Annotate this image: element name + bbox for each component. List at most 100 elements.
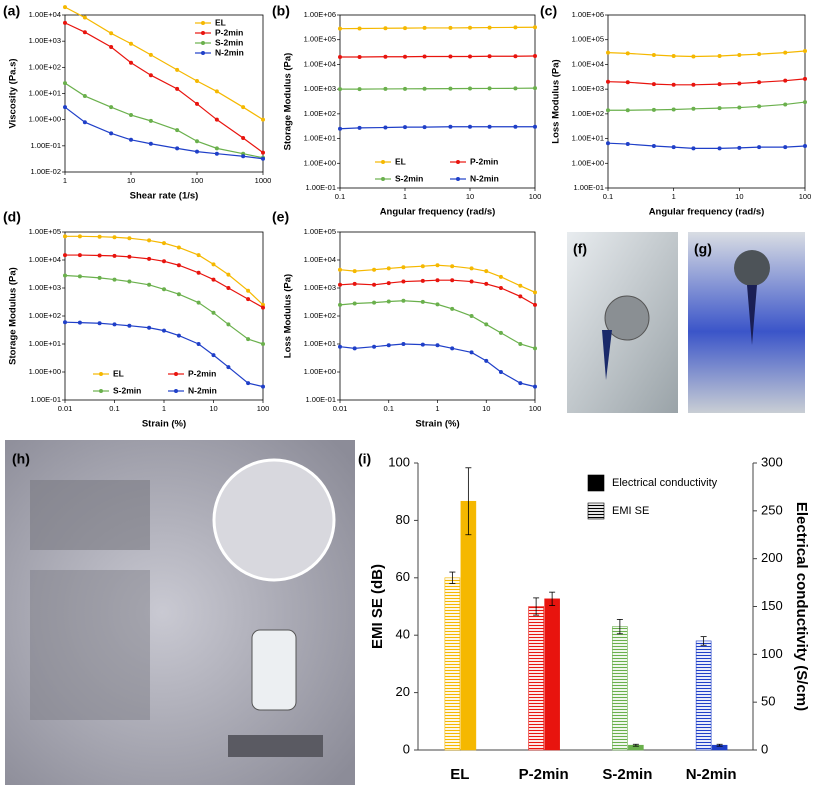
x-tick-label: 10 xyxy=(466,192,474,201)
data-point xyxy=(737,105,742,110)
data-point xyxy=(450,278,455,283)
y-tick-label: 1.00E+04 xyxy=(304,255,336,264)
x-tick-label: 0.1 xyxy=(603,192,613,201)
data-point xyxy=(261,150,265,155)
data-point xyxy=(386,266,391,271)
data-point xyxy=(129,60,133,65)
y-tick-label: 1.00E+01 xyxy=(572,134,604,143)
x-tick-label: 1 xyxy=(672,192,676,201)
data-point xyxy=(372,282,377,287)
series-line xyxy=(340,55,536,58)
data-point xyxy=(246,297,251,302)
x-tick-label: 1000 xyxy=(255,176,272,185)
data-point xyxy=(112,253,117,258)
data-point xyxy=(82,94,87,99)
y-axis-label: Storage Modulus (Pa) xyxy=(283,53,294,151)
data-point xyxy=(357,54,362,59)
error-bar xyxy=(616,619,623,635)
data-point xyxy=(606,141,610,146)
data-point xyxy=(606,79,610,84)
data-point xyxy=(498,370,503,374)
y-tick-label: 1.00E+02 xyxy=(304,109,336,118)
data-point xyxy=(97,253,102,258)
y-tick-label: 1.00E+01 xyxy=(29,339,61,348)
data-point xyxy=(338,54,342,59)
data-point xyxy=(606,108,610,113)
data-point xyxy=(403,54,407,59)
y-tick-label: 20 xyxy=(396,684,410,699)
data-point xyxy=(469,279,474,284)
legend-swatch xyxy=(587,502,605,520)
data-point xyxy=(625,108,630,113)
data-point xyxy=(211,262,216,267)
data-point xyxy=(112,235,117,240)
data-point xyxy=(691,146,696,151)
data-point xyxy=(468,86,472,91)
data-point xyxy=(129,113,133,118)
data-point xyxy=(109,31,114,36)
x-tick-label: EL xyxy=(450,766,469,783)
data-point xyxy=(435,278,440,283)
data-point xyxy=(803,76,807,81)
data-point xyxy=(691,82,696,87)
x-tick-label: 1 xyxy=(403,192,407,201)
data-point xyxy=(386,343,391,348)
data-point xyxy=(357,26,362,31)
y-tick-label: 1.00E+05 xyxy=(304,35,336,44)
data-point xyxy=(147,256,152,261)
x-axis-label: Angular frequency (rad/s) xyxy=(380,207,496,218)
panel-label: (f) xyxy=(573,241,587,257)
data-point xyxy=(261,384,265,389)
data-point xyxy=(211,310,216,315)
bar xyxy=(544,598,560,751)
x-tick-label: 0.01 xyxy=(333,404,348,413)
data-point xyxy=(214,146,219,151)
x-axis-label: Shear rate (1/s) xyxy=(130,191,199,202)
series-line xyxy=(339,300,536,349)
data-point xyxy=(383,26,388,31)
data-point xyxy=(162,241,166,246)
data-point xyxy=(484,358,489,363)
data-point xyxy=(435,302,440,307)
error-bar xyxy=(716,743,723,747)
x-tick-label: 100 xyxy=(799,192,812,201)
data-point xyxy=(533,25,537,30)
data-point xyxy=(518,342,523,346)
legend-marker xyxy=(174,389,178,393)
data-point xyxy=(211,277,216,282)
series-line xyxy=(64,106,264,160)
data-point xyxy=(717,82,722,87)
series-line xyxy=(64,274,264,345)
x-tick-label: 10 xyxy=(482,404,490,413)
data-point xyxy=(195,79,199,84)
y-tick-label: 1.00E+03 xyxy=(29,283,61,292)
legend-label: N-2min xyxy=(470,173,499,183)
data-point xyxy=(403,26,407,31)
series-line xyxy=(65,235,264,306)
y-tick-label: 1.00E+02 xyxy=(29,311,61,320)
data-point xyxy=(484,281,489,286)
data-point xyxy=(175,86,180,91)
y-tick-label: 80 xyxy=(396,512,410,527)
panel-label: (c) xyxy=(540,3,557,19)
series-line xyxy=(607,78,806,86)
y-tick-label: 1.00E+05 xyxy=(304,227,336,236)
legend-marker xyxy=(381,177,385,181)
data-point xyxy=(196,253,201,258)
data-point xyxy=(450,306,455,311)
data-point xyxy=(422,125,427,130)
panel-label: (b) xyxy=(272,3,290,19)
panel-label: (h) xyxy=(12,451,30,467)
x-axis-label: Angular frequency (rad/s) xyxy=(649,207,765,218)
plot-frame xyxy=(339,14,536,189)
x-tick-label: 10 xyxy=(209,404,217,413)
data-point xyxy=(671,82,676,87)
data-point xyxy=(226,286,231,290)
data-point xyxy=(176,263,181,268)
legend-marker xyxy=(456,177,460,181)
data-point xyxy=(757,145,762,150)
data-point xyxy=(691,54,696,59)
data-point xyxy=(148,52,153,57)
legend-marker xyxy=(456,160,460,164)
